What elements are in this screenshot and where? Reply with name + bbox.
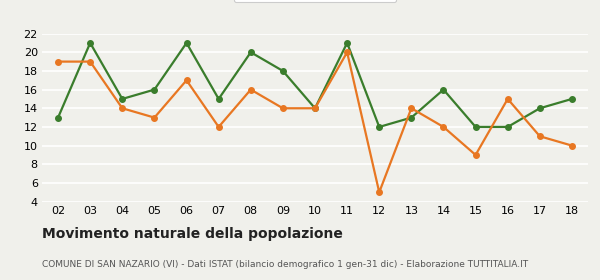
Nascite <box>344 41 351 45</box>
Decessi <box>215 125 222 129</box>
Nascite <box>376 125 383 129</box>
Decessi <box>344 51 351 54</box>
Decessi <box>86 60 94 63</box>
Nascite <box>279 69 286 73</box>
Text: COMUNE DI SAN NAZARIO (VI) - Dati ISTAT (bilancio demografico 1 gen-31 dic) - El: COMUNE DI SAN NAZARIO (VI) - Dati ISTAT … <box>42 260 528 269</box>
Nascite <box>151 88 158 91</box>
Decessi <box>151 116 158 119</box>
Decessi <box>408 107 415 110</box>
Line: Decessi: Decessi <box>55 50 575 195</box>
Nascite <box>440 88 447 91</box>
Nascite <box>247 51 254 54</box>
Legend: Nascite, Decessi: Nascite, Decessi <box>233 0 397 2</box>
Decessi <box>536 135 544 138</box>
Nascite <box>504 125 511 129</box>
Decessi <box>504 97 511 101</box>
Nascite <box>408 116 415 119</box>
Nascite <box>536 107 544 110</box>
Nascite <box>472 125 479 129</box>
Decessi <box>279 107 286 110</box>
Decessi <box>568 144 575 147</box>
Decessi <box>119 107 126 110</box>
Nascite <box>311 107 319 110</box>
Nascite <box>183 41 190 45</box>
Nascite <box>55 116 62 119</box>
Decessi <box>440 125 447 129</box>
Nascite <box>119 97 126 101</box>
Nascite <box>86 41 94 45</box>
Line: Nascite: Nascite <box>55 40 575 130</box>
Text: Movimento naturale della popolazione: Movimento naturale della popolazione <box>42 227 343 241</box>
Nascite <box>568 97 575 101</box>
Decessi <box>183 79 190 82</box>
Decessi <box>472 153 479 157</box>
Decessi <box>376 191 383 194</box>
Decessi <box>55 60 62 63</box>
Nascite <box>215 97 222 101</box>
Decessi <box>247 88 254 91</box>
Decessi <box>311 107 319 110</box>
